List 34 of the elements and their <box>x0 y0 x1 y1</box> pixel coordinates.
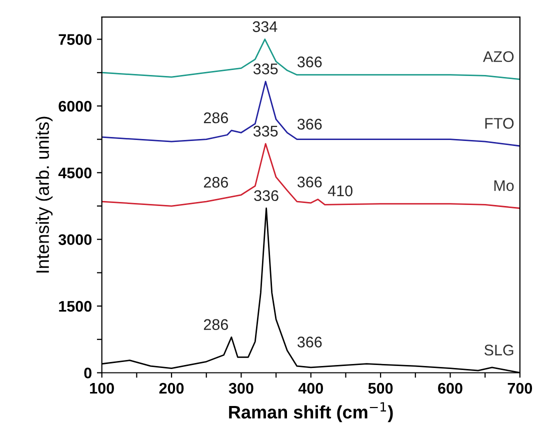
annotation: 366 <box>297 176 322 188</box>
x-tick-label: 400 <box>298 382 323 394</box>
annotation: 286 <box>204 112 228 124</box>
line-series <box>102 80 520 147</box>
y-tick-label: 1500 <box>59 300 92 312</box>
x-tick-label: 700 <box>508 382 532 394</box>
annotation: 286 <box>204 176 228 188</box>
y-tick-label: 7500 <box>58 34 92 45</box>
series-label: FTO <box>485 118 514 129</box>
y-tick-label: 4500 <box>58 168 92 178</box>
x-tick-label: 500 <box>368 382 393 394</box>
series-label: Mo <box>494 180 514 191</box>
annotation: 336 <box>254 190 278 202</box>
x-tick-label: 600 <box>438 382 462 394</box>
y-tick-label: 6000 <box>58 100 92 112</box>
x-tick-label: 200 <box>159 382 184 394</box>
x-axis-title: Raman shift (cm$^{−1}$) <box>229 402 393 422</box>
annotation: 366 <box>297 56 322 68</box>
series-label: SLG <box>484 344 514 356</box>
x-tick-label: 300 <box>228 382 254 394</box>
series-label: AZO <box>482 51 514 62</box>
annotation: 335 <box>253 126 278 137</box>
line-series <box>102 38 520 80</box>
annotation: 335 <box>253 64 278 74</box>
y-tick-label: 0 <box>84 368 92 378</box>
line-series <box>102 143 520 209</box>
annotation: 366 <box>297 118 322 130</box>
y-tick-label: 3000 <box>58 234 92 246</box>
annotation: 334 <box>252 21 278 32</box>
annotation: 286 <box>204 319 228 330</box>
annotation: 366 <box>297 336 322 348</box>
annotation: 410 <box>328 186 352 196</box>
y-axis-title: Intensity (arb. units) <box>36 116 53 272</box>
x-tick-label: 100 <box>90 382 114 394</box>
